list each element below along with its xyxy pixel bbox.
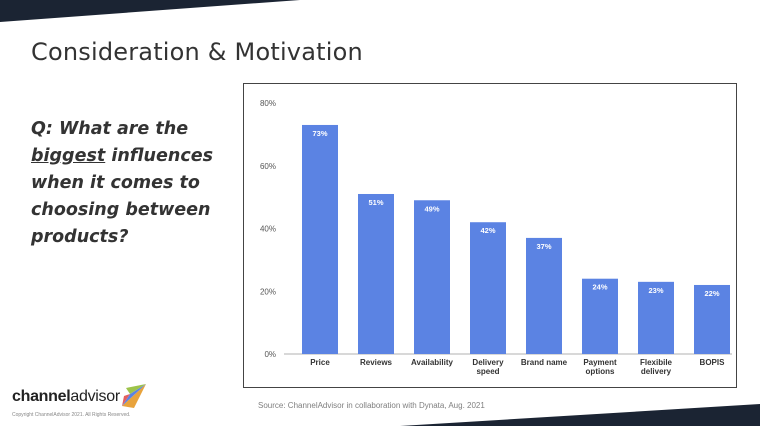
y-tick-label: 20% [260,287,276,296]
x-tick-label: Reviews [360,358,393,367]
bar [638,281,674,354]
question-text: Q: What are the biggest influences when … [31,116,231,251]
bar [470,222,506,354]
bar-data-label: 23% [648,286,663,295]
question-prefix: Q: What are the [31,119,189,139]
bar [358,193,394,354]
logo-wordmark-part2: advisor [70,388,120,405]
x-tick-label: Availability [411,358,453,367]
x-tick-label: Payment [583,358,617,367]
x-tick-label: Flexibile [640,358,673,367]
y-tick-label: 40% [260,225,276,234]
x-tick-label: BOPIS [700,358,726,367]
y-tick-label: 0% [264,350,276,359]
x-tick-label: Price [310,358,330,367]
slide-title: Consideration & Motivation [31,38,363,66]
x-tick-label: Brand name [521,358,568,367]
x-tick-label: delivery [641,367,672,376]
y-tick-label: 80% [260,99,276,108]
top-decorative-band [0,0,300,22]
bottom-decorative-band [400,404,760,426]
bar-chart: 0% 20% 40% 60% 80% 73% Price 51% Reviews 49% Avail… [260,99,732,376]
bar-data-label: 24% [592,283,607,292]
x-tick-label: speed [476,367,499,376]
question-suffix: influences when it comes to choosing bet… [31,146,214,247]
bar-data-label: 49% [424,204,439,213]
question-emphasis: biggest [31,146,106,166]
x-tick-label: options [586,367,615,376]
channeladvisor-logo: channeladvisor [12,384,147,410]
source-note: Source: ChannelAdvisor in collaboration … [258,401,485,410]
logo-wordmark: channeladvisor [12,388,120,406]
copyright-note: Copyright ChannelAdvisor 2021. All Right… [12,412,131,418]
bar-data-label: 42% [480,226,495,235]
logo-arrow-icon [122,384,146,408]
bar [582,278,618,354]
x-tick-label: Delivery [472,358,504,367]
bar-data-label: 73% [312,129,327,138]
bar [414,200,450,354]
bar [526,237,562,354]
bar-chart-frame: 0% 20% 40% 60% 80% 73% Price 51% Reviews 49% Avail… [243,83,737,388]
bar [302,124,338,355]
bar-data-label: 51% [368,198,383,207]
y-tick-label: 60% [260,162,276,171]
bar-data-label: 37% [536,242,551,251]
bar [694,284,730,354]
logo-wordmark-part1: channel [12,388,71,405]
bar-data-label: 22% [704,289,719,298]
